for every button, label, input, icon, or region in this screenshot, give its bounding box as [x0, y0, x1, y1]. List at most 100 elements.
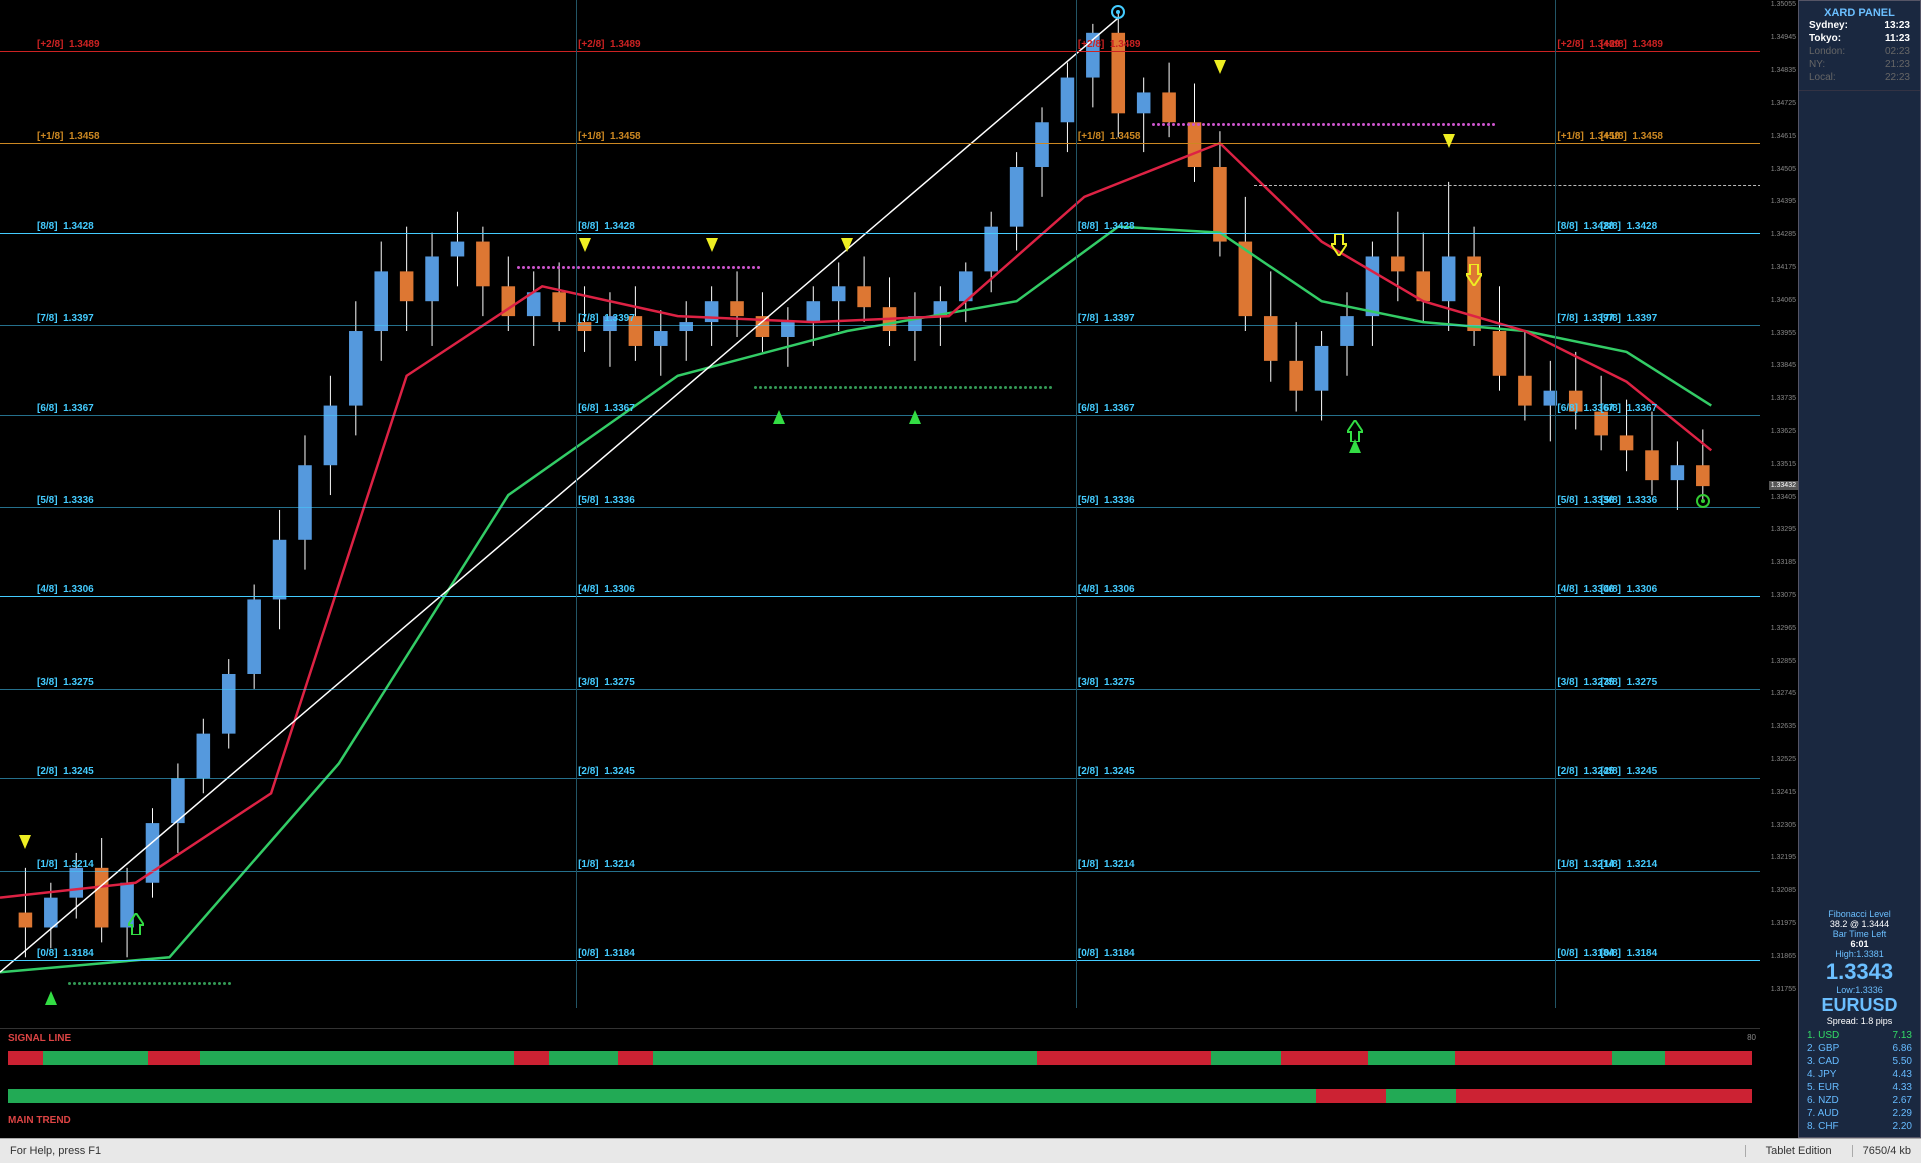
arrow-outline-up-icon — [1347, 420, 1363, 447]
murrey-label: [+2/8] 1.3489 — [1598, 39, 1665, 50]
indicator-segment — [148, 1051, 200, 1065]
arrow-down-icon — [1214, 60, 1226, 74]
dot-line — [68, 972, 237, 975]
murrey-label: [6/8] 1.3367 — [1076, 403, 1137, 414]
murrey-label: [1/8] 1.3214 — [576, 859, 637, 870]
arrow-outline-down-icon — [1331, 234, 1347, 261]
price-scale: 1.350551.349451.348351.347251.346151.345… — [1760, 0, 1798, 1138]
indicator-segment — [549, 1051, 619, 1065]
murrey-line — [0, 507, 1796, 508]
currency-row: 2. GBP6.86 — [1799, 1042, 1920, 1055]
currency-row: 6. NZD2.67 — [1799, 1094, 1920, 1107]
arrow-outline-up-icon — [128, 913, 144, 940]
arrow-down-icon — [19, 835, 31, 849]
arrow-up-icon — [773, 410, 785, 424]
high-label: High:1.3381 — [1805, 949, 1914, 959]
clock-row: Sydney:13:23 — [1805, 19, 1914, 32]
murrey-label: [+2/8] 1.3489 — [576, 39, 643, 50]
fib-label: Fibonacci Level — [1805, 909, 1914, 919]
murrey-label: [6/8] 1.3367 — [35, 403, 96, 414]
murrey-line — [0, 689, 1796, 690]
murrey-label: [+1/8] 1.3458 — [576, 131, 643, 142]
signal-line-label: SIGNAL LINE — [8, 1033, 71, 1044]
vertical-gridline — [1555, 0, 1556, 1008]
chart-canvas — [0, 0, 1796, 1138]
murrey-label: [8/8] 1.3428 — [1598, 221, 1659, 232]
indicator-segment — [1455, 1051, 1612, 1065]
murrey-label: [4/8] 1.3306 — [576, 584, 637, 595]
currency-row: 7. AUD2.29 — [1799, 1107, 1920, 1120]
arrow-down-icon — [841, 238, 853, 252]
world-clocks: Sydney:13:23Tokyo:11:23London:02:23NY:21… — [1805, 19, 1914, 84]
indicator-segment — [43, 1051, 148, 1065]
murrey-label: [5/8] 1.3336 — [35, 495, 96, 506]
murrey-line — [0, 325, 1796, 326]
indicator-segment — [1211, 1051, 1281, 1065]
murrey-label: [4/8] 1.3306 — [1076, 584, 1137, 595]
murrey-label: [3/8] 1.3275 — [1076, 677, 1137, 688]
murrey-label: [8/8] 1.3428 — [1076, 221, 1137, 232]
murrey-label: [1/8] 1.3214 — [35, 859, 96, 870]
currency-row: 3. CAD5.50 — [1799, 1055, 1920, 1068]
murrey-label: [8/8] 1.3428 — [35, 221, 96, 232]
murrey-label: [1/8] 1.3214 — [1598, 859, 1659, 870]
dot-line — [754, 376, 1059, 379]
currency-row: 1. USD7.13 — [1799, 1029, 1920, 1042]
dashed-line — [1254, 185, 1796, 186]
murrey-label: [0/8] 1.3184 — [1598, 948, 1659, 959]
currency-row: 4. JPY4.43 — [1799, 1068, 1920, 1081]
arrow-up-icon — [45, 991, 57, 1005]
bartime-label: Bar Time Left — [1805, 929, 1914, 939]
murrey-label: [+2/8] 1.3489 — [1076, 39, 1143, 50]
indicator-segment — [1281, 1051, 1368, 1065]
arrow-down-icon — [706, 238, 718, 252]
murrey-line — [0, 596, 1796, 597]
murrey-label: [6/8] 1.3367 — [1598, 403, 1659, 414]
memory-label: 7650/4 kb — [1852, 1145, 1921, 1157]
murrey-label: [2/8] 1.3245 — [35, 766, 96, 777]
murrey-line — [0, 51, 1796, 52]
help-hint: For Help, press F1 — [0, 1145, 1745, 1157]
low-label: Low:1.3336 — [1805, 985, 1914, 995]
murrey-line — [0, 778, 1796, 779]
murrey-label: [0/8] 1.3184 — [576, 948, 637, 959]
indicator-segment — [1386, 1089, 1456, 1103]
murrey-label: [+1/8] 1.3458 — [35, 131, 102, 142]
xard-panel: XARD PANEL Sydney:13:23Tokyo:11:23London… — [1798, 0, 1921, 1138]
indicator-segment — [1037, 1051, 1211, 1065]
clock-row: London:02:23 — [1805, 45, 1914, 58]
clock-row: Local:22:23 — [1805, 71, 1914, 84]
murrey-label: [+1/8] 1.3458 — [1598, 131, 1665, 142]
arrow-up-icon — [909, 410, 921, 424]
current-price-marker: 1.33432 — [1769, 481, 1798, 490]
edition-label: Tablet Edition — [1745, 1145, 1852, 1157]
murrey-label: [7/8] 1.3397 — [1598, 313, 1659, 324]
murrey-label: [+1/8] 1.3458 — [1076, 131, 1143, 142]
murrey-label: [3/8] 1.3275 — [35, 677, 96, 688]
symbol-label: EURUSD — [1805, 995, 1914, 1016]
bartime-value: 6:01 — [1805, 939, 1914, 949]
indicator-segment — [1456, 1089, 1752, 1103]
main-trend-bar — [8, 1089, 1752, 1103]
status-bar: For Help, press F1 Tablet Edition 7650/4… — [0, 1138, 1921, 1163]
murrey-label: [3/8] 1.3275 — [1598, 677, 1659, 688]
fib-value: 38.2 @ 1.3444 — [1805, 919, 1914, 929]
murrey-label: [0/8] 1.3184 — [35, 948, 96, 959]
currency-row: 8. CHF2.20 — [1799, 1120, 1920, 1133]
murrey-label: [2/8] 1.3245 — [1076, 766, 1137, 777]
indicator-segment — [1612, 1051, 1664, 1065]
signal-line-bar — [8, 1051, 1752, 1065]
murrey-label: [5/8] 1.3336 — [1598, 495, 1659, 506]
murrey-label: [7/8] 1.3397 — [576, 313, 637, 324]
main-trend-label: MAIN TREND — [8, 1115, 71, 1126]
murrey-label: [2/8] 1.3245 — [1598, 766, 1659, 777]
main-chart[interactable]: [+2/8] 1.3489 [+2/8] 1.3489 [+2/8] 1.3489 [… — [0, 0, 1796, 1138]
indicator-scale: 80 — [1747, 1033, 1756, 1042]
murrey-label: [6/8] 1.3367 — [576, 403, 637, 414]
murrey-line — [0, 415, 1796, 416]
murrey-line — [0, 960, 1796, 961]
arrow-down-icon — [579, 238, 591, 252]
indicator-segment — [1368, 1051, 1455, 1065]
indicator-segment — [653, 1051, 1037, 1065]
arrow-down-icon — [1443, 134, 1455, 148]
